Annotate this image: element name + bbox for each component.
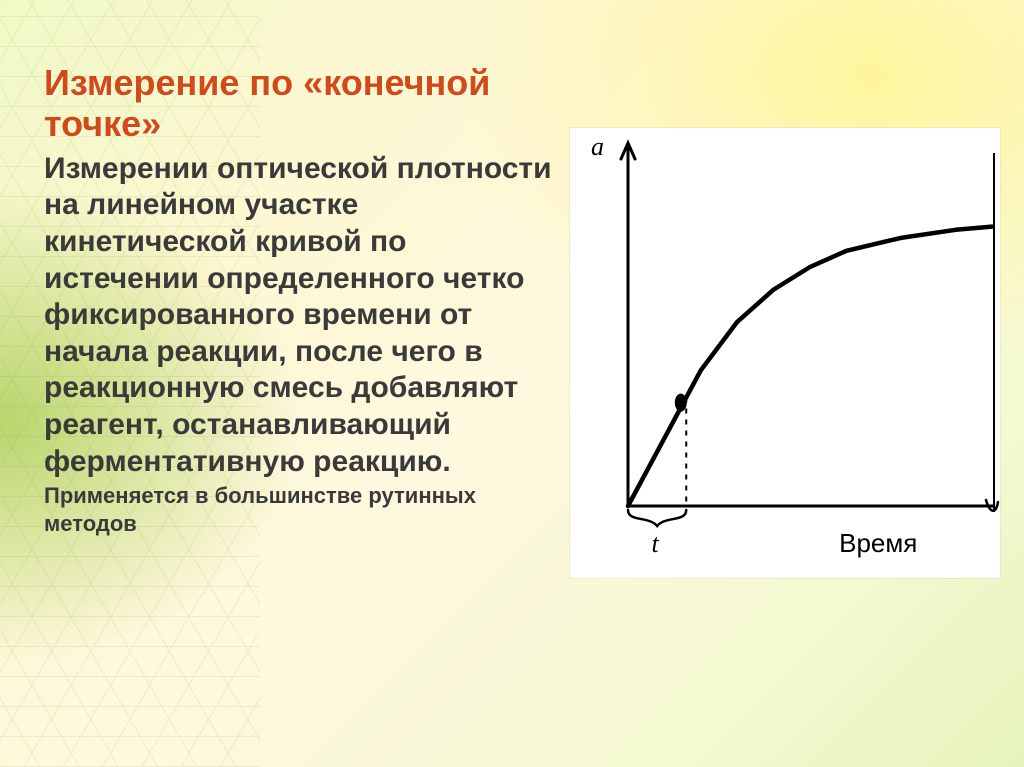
text-column: Измерение по «конечной точке» Измерении … — [44, 62, 564, 537]
slide-footnote: Применяется в большинстве рутинных метод… — [44, 482, 564, 537]
chart-svg: a t Время — [570, 128, 1000, 578]
kinetic-curve-chart: a t Время — [570, 128, 1000, 578]
slide: Измерение по «конечной точке» Измерении … — [0, 0, 1024, 767]
slide-body: Измерении оптической плотности на линейн… — [44, 151, 564, 480]
svg-text:a: a — [591, 132, 604, 161]
svg-text:Время: Время — [839, 528, 917, 558]
svg-text:t: t — [652, 529, 660, 558]
slide-title: Измерение по «конечной точке» — [44, 62, 564, 145]
